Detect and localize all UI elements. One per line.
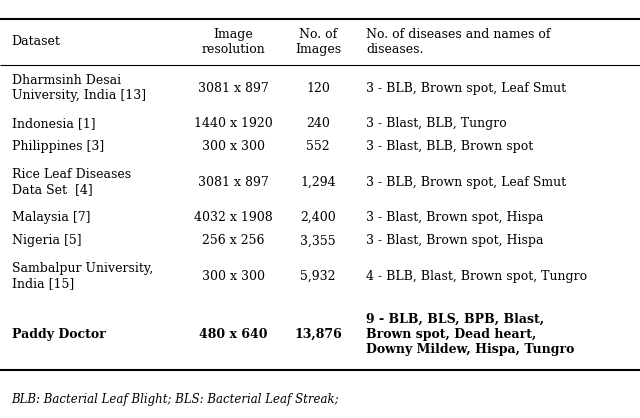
Text: 256 x 256: 256 x 256	[202, 234, 265, 247]
Text: 13,876: 13,876	[294, 328, 342, 341]
Text: 480 x 640: 480 x 640	[199, 328, 268, 341]
Text: 3 - BLB, Brown spot, Leaf Smut: 3 - BLB, Brown spot, Leaf Smut	[366, 82, 566, 95]
Text: Rice Leaf Diseases
Data Set  [4]: Rice Leaf Diseases Data Set [4]	[12, 168, 131, 196]
Text: Dharmsinh Desai
University, India [13]: Dharmsinh Desai University, India [13]	[12, 74, 146, 102]
Text: Nigeria [5]: Nigeria [5]	[12, 234, 81, 247]
Text: 1440 x 1920: 1440 x 1920	[194, 117, 273, 130]
Text: 300 x 300: 300 x 300	[202, 140, 265, 153]
Text: 1,294: 1,294	[300, 176, 336, 189]
Text: 3 - Blast, BLB, Brown spot: 3 - Blast, BLB, Brown spot	[366, 140, 533, 153]
Text: 3081 x 897: 3081 x 897	[198, 176, 269, 189]
Text: 240: 240	[306, 117, 330, 130]
Text: Dataset: Dataset	[12, 35, 60, 48]
Text: 4 - BLB, Blast, Brown spot, Tungro: 4 - BLB, Blast, Brown spot, Tungro	[366, 270, 588, 283]
Text: BLB: Bacterial Leaf Blight; BLS: Bacterial Leaf Streak;: BLB: Bacterial Leaf Blight; BLS: Bacteri…	[12, 393, 339, 406]
Text: Malaysia [7]: Malaysia [7]	[12, 211, 90, 224]
Text: 3 - BLB, Brown spot, Leaf Smut: 3 - BLB, Brown spot, Leaf Smut	[366, 176, 566, 189]
Text: Sambalpur University,
India [15]: Sambalpur University, India [15]	[12, 262, 153, 290]
Text: 552: 552	[307, 140, 330, 153]
Text: Image
resolution: Image resolution	[202, 28, 266, 56]
Text: 3 - Blast, Brown spot, Hispa: 3 - Blast, Brown spot, Hispa	[366, 211, 543, 224]
Text: 3 - Blast, Brown spot, Hispa: 3 - Blast, Brown spot, Hispa	[366, 234, 543, 247]
Text: 9 - BLB, BLS, BPB, Blast,
Brown spot, Dead heart,
Downy Mildew, Hispa, Tungro: 9 - BLB, BLS, BPB, Blast, Brown spot, De…	[366, 313, 575, 356]
Text: Indonesia [1]: Indonesia [1]	[12, 117, 95, 130]
Text: 3081 x 897: 3081 x 897	[198, 82, 269, 95]
Text: 3,355: 3,355	[300, 234, 336, 247]
Text: No. of diseases and names of
diseases.: No. of diseases and names of diseases.	[366, 28, 550, 56]
Text: No. of
Images: No. of Images	[295, 28, 341, 56]
Text: Paddy Doctor: Paddy Doctor	[12, 328, 105, 341]
Text: 300 x 300: 300 x 300	[202, 270, 265, 283]
Text: 120: 120	[306, 82, 330, 95]
Text: 2,400: 2,400	[300, 211, 336, 224]
Text: 4032 x 1908: 4032 x 1908	[194, 211, 273, 224]
Text: 3 - Blast, BLB, Tungro: 3 - Blast, BLB, Tungro	[366, 117, 507, 130]
Text: Philippines [3]: Philippines [3]	[12, 140, 104, 153]
Text: 5,932: 5,932	[300, 270, 336, 283]
